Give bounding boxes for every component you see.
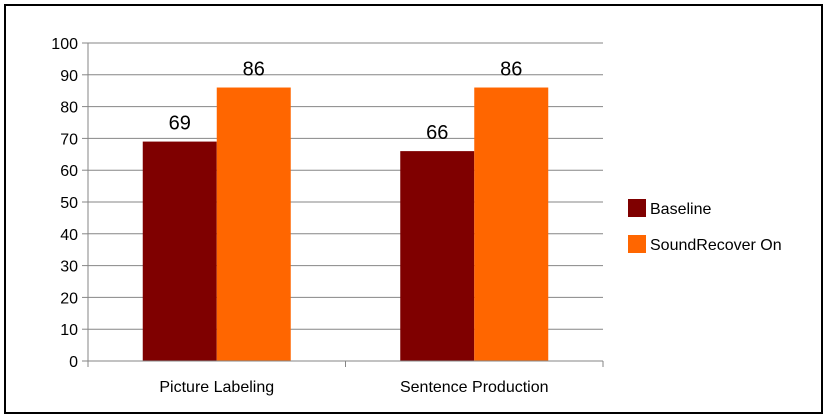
- legend: Baseline SoundRecover On: [628, 199, 782, 254]
- y-tick-label: 10: [60, 322, 78, 339]
- legend-swatch: [628, 199, 646, 217]
- bars: [142, 87, 549, 362]
- data-label: 66: [426, 122, 448, 144]
- category-label: Sentence Production: [400, 379, 549, 396]
- y-tick-label: 100: [51, 36, 78, 53]
- y-tick-label: 50: [60, 195, 78, 212]
- axes: [87, 43, 604, 367]
- y-tick-label: 80: [60, 100, 78, 117]
- y-tick-label: 70: [60, 131, 78, 148]
- data-label: 86: [500, 59, 522, 81]
- data-label: 69: [169, 113, 191, 135]
- category-label: Picture Labeling: [159, 379, 274, 396]
- category-labels: Picture Labeling Sentence Production: [159, 379, 548, 396]
- bar-soundrecover-on: [474, 87, 549, 362]
- bar-baseline: [400, 151, 475, 361]
- data-label: 86: [243, 59, 265, 81]
- y-tick-label: 60: [60, 163, 78, 180]
- legend-swatch: [628, 235, 646, 253]
- bar-baseline: [142, 141, 217, 361]
- y-tick-label: 30: [60, 259, 78, 276]
- y-tick-label: 90: [60, 68, 78, 85]
- y-tick-label: 40: [60, 227, 78, 244]
- legend-label: Baseline: [650, 201, 711, 218]
- y-tick-label: 20: [60, 290, 78, 307]
- bar-soundrecover-on: [216, 87, 291, 362]
- legend-label: SoundRecover On: [650, 237, 782, 254]
- y-tick-label: 0: [69, 354, 78, 371]
- y-axis-ticks: 0 10 20 30 40 50 60 70 80 90 100: [51, 36, 88, 371]
- data-labels: 69 86 66 86: [169, 59, 523, 145]
